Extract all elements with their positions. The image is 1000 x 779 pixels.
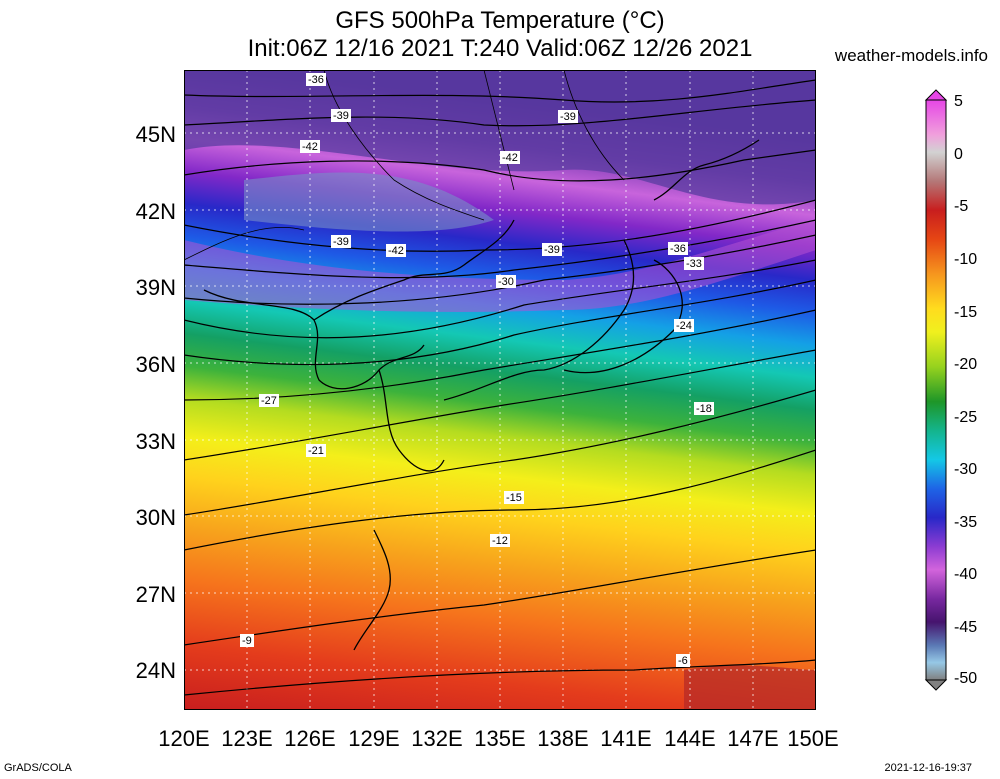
svg-text:-6: -6 [678,655,688,667]
svg-text:-36: -36 [308,74,324,86]
svg-text:-21: -21 [308,445,324,457]
contour-label: -36 [306,73,326,86]
contour-label: -24 [674,319,694,332]
borders [184,70,625,261]
contour-label: -42 [300,140,320,153]
svg-text:-27: -27 [261,395,277,407]
footer-timestamp: 2021-12-16-19:37 [884,762,972,774]
lon-label: 120E [158,726,210,751]
purple-band [184,220,816,312]
isotherms [184,79,816,696]
contour-label: -36 [668,242,688,255]
contour-label: -21 [306,444,326,457]
lon-label: 126E [284,726,336,751]
lat-label: 36N [135,352,176,377]
svg-text:-42: -42 [388,245,404,257]
colorbar-label: -25 [954,409,978,426]
lon-label: 150E [787,726,839,751]
colorbar-label: -30 [954,461,978,478]
contour-label: -39 [558,110,578,123]
lon-label: 132E [411,726,463,751]
cold-pool [244,172,494,232]
colorbar-label: -50 [954,670,978,687]
temperature-map: -36 -39 -42 -42 -39 -39 -42 -39 -36 -33 … [184,70,816,710]
svg-text:-36: -36 [670,243,686,255]
contour-label: -9 [240,634,254,647]
contour-label: -6 [676,654,690,667]
colorbar-top-arrow [924,89,948,101]
contour-label: -15 [504,491,524,504]
lon-label: 141E [600,726,652,751]
lat-label: 45N [135,122,176,147]
colorbar-scale [925,99,947,681]
colorbar-label: -20 [954,356,978,373]
svg-text:-30: -30 [498,276,514,288]
chart-subtitle: Init:06Z 12/16 2021 T:240 Valid:06Z 12/2… [247,35,753,62]
colorbar-label: -10 [954,251,978,268]
contour-labels: -36 -39 -42 -42 -39 -39 -42 -39 -36 -33 … [240,73,714,667]
map-frame [184,70,816,710]
svg-text:-39: -39 [333,236,349,248]
svg-text:-33: -33 [686,258,702,270]
lon-label: 123E [221,726,273,751]
contour-label: -33 [684,257,704,270]
lat-label: 42N [135,199,176,224]
source-site: weather-models.info [834,46,988,65]
coastlines [203,139,760,651]
svg-text:-9: -9 [242,635,252,647]
svg-text:-12: -12 [492,535,508,547]
lat-label: 24N [135,658,176,683]
colorbar-label: -40 [954,566,978,583]
contour-label: -12 [490,534,510,547]
svg-text:-42: -42 [502,152,518,164]
colorbar-label: -45 [954,619,978,636]
contour-label: -18 [694,402,714,415]
lat-label: 30N [135,505,176,530]
footer-software: GrADS/COLA [4,762,72,774]
lat-label: 27N [135,582,176,607]
lat-label: 33N [135,429,176,454]
lon-label: 129E [348,726,400,751]
chart-title: GFS 500hPa Temperature (°C) [335,7,665,34]
svg-text:-39: -39 [333,110,349,122]
colorbar-bottom-arrow [924,679,948,691]
svg-text:-15: -15 [506,492,522,504]
colorbar-label: 5 [954,93,963,110]
contour-label: -39 [331,109,351,122]
contour-label: -42 [386,244,406,257]
contour-label: -42 [500,151,520,164]
svg-text:-24: -24 [676,320,692,332]
lon-label: 144E [664,726,716,751]
graticule [184,70,816,710]
svg-text:-18: -18 [696,403,712,415]
colorbar [924,89,948,691]
colorbar-label: 0 [954,146,963,163]
contour-label: -27 [259,394,279,407]
colorbar-label: -15 [954,304,978,321]
lon-label: 147E [727,726,779,751]
svg-text:-39: -39 [560,111,576,123]
lon-label: 135E [474,726,526,751]
svg-text:-42: -42 [302,141,318,153]
lat-label: 39N [135,275,176,300]
warm-patch [684,665,816,710]
contour-label: -39 [331,235,351,248]
colorbar-label: -5 [954,198,969,215]
contour-label: -30 [496,275,516,288]
colorbar-label: -35 [954,514,978,531]
lon-label: 138E [537,726,589,751]
svg-text:-39: -39 [544,244,560,256]
contour-label: -39 [542,243,562,256]
